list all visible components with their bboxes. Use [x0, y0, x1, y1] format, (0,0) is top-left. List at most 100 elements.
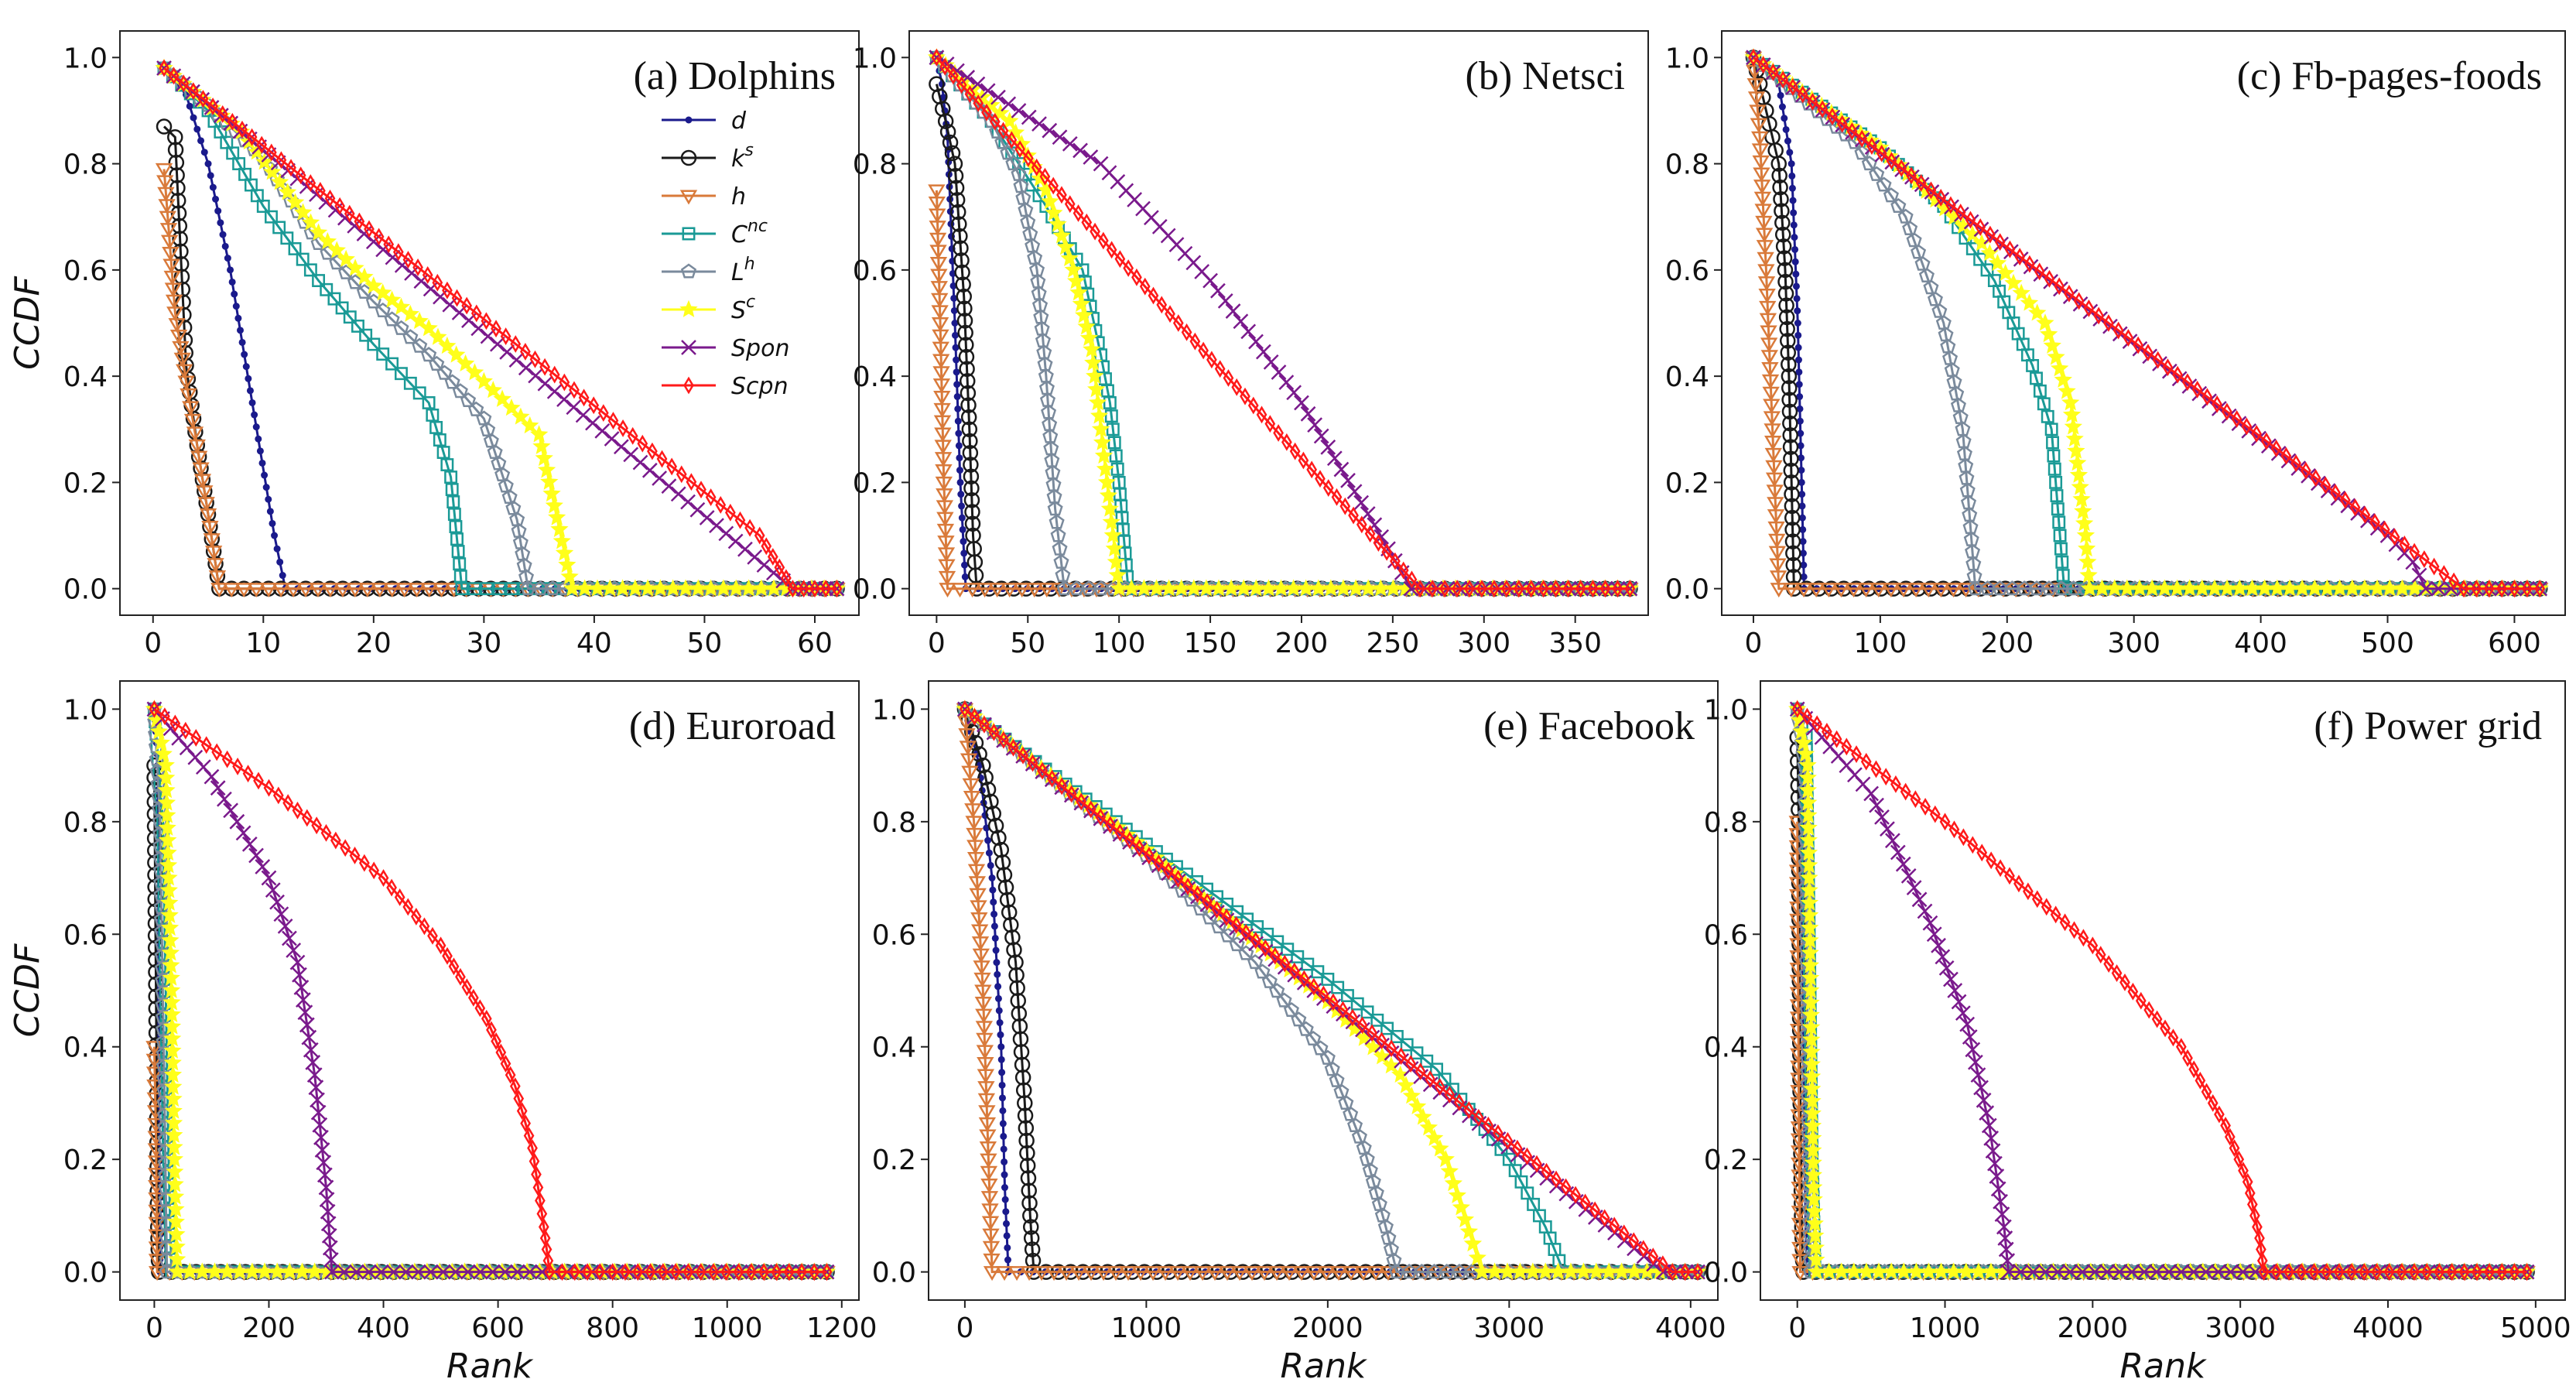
series-point-h [145, 1041, 163, 1056]
series-line-Lh [963, 708, 1698, 1274]
series-point-ks [953, 252, 970, 269]
series-point-Cnc [446, 495, 460, 509]
series-point-h [1762, 386, 1780, 402]
series-point-Sc [159, 868, 178, 886]
plot-area [155, 58, 847, 598]
series-point-Cnc [445, 483, 459, 497]
panel-4: 0 200 400 600 800 1000 12000.00.20.40.60.81.0C… [8, 680, 877, 1379]
series-point-Sc [164, 1077, 183, 1095]
series-point-Scpn [200, 736, 212, 755]
series-point-Scpn [1339, 497, 1351, 515]
series-point-d [1799, 525, 1807, 533]
series-point-Cnc [2046, 436, 2059, 450]
y-tick-label: 0.6 [1704, 919, 1748, 951]
series-point-Scpn [1006, 131, 1018, 149]
series-point-h [976, 1045, 994, 1060]
series-point-Scpn [1165, 305, 1175, 323]
series-point-Spon [1346, 484, 1363, 500]
series-point-Scpn [632, 1263, 644, 1281]
series-point-d [224, 255, 231, 262]
series-point-h [934, 427, 952, 443]
series-point-Spon [301, 1029, 317, 1045]
series-point-Scpn [2409, 542, 2420, 561]
series-point-Scpn [2258, 1263, 2270, 1281]
series-point-Cnc [2055, 555, 2069, 569]
series-point-d [1792, 282, 1800, 290]
series-point-h [1764, 423, 1781, 439]
series-point-Spon [195, 759, 211, 775]
series-point-Sc [447, 345, 466, 363]
series-point-d [996, 1019, 1004, 1027]
series-point-h [937, 536, 955, 551]
series-point-Cnc [335, 301, 349, 315]
series-point-h [975, 1008, 993, 1024]
series-point-Sc [1798, 755, 1817, 774]
series-point-d [961, 561, 969, 569]
series-point-Spon [566, 399, 582, 416]
series-point-h [159, 223, 178, 238]
series-point-Cnc [2026, 358, 2040, 372]
series-point-Spon [709, 518, 724, 534]
series-point-Sc [1463, 1234, 1483, 1252]
legend-marker [683, 376, 694, 395]
series-point-ks [1018, 1120, 1035, 1137]
series-point-Sc [166, 1162, 184, 1180]
series-point-Scpn [180, 721, 191, 740]
y-tick-label: 1.0 [872, 694, 916, 726]
series-point-Scpn [448, 957, 460, 976]
series-point-d [957, 491, 965, 498]
series-point-Lh [1902, 220, 1918, 236]
series-point-Sc [160, 905, 179, 923]
series-point-Cnc [480, 582, 494, 596]
series-point-Spon [146, 701, 162, 717]
series-point-h [965, 816, 983, 831]
series-point-Spon [297, 1004, 313, 1021]
series-point-Scpn [1841, 737, 1852, 756]
series-point-ks [174, 281, 191, 298]
series-point-Scpn [242, 765, 254, 783]
series-point-Spon [261, 870, 277, 886]
series-point-Scpn [1570, 1186, 1581, 1204]
series-point-h [169, 329, 188, 344]
x-tick-label: 50 [1010, 628, 1045, 659]
series-point-Scpn [1172, 870, 1184, 888]
series-point-Spon [756, 557, 772, 573]
series-point-Spon [508, 352, 525, 368]
series-point-Scpn [535, 1192, 546, 1210]
series-point-Spon [2087, 1264, 2103, 1280]
series-point-h [272, 583, 290, 598]
series-point-ks [997, 879, 1014, 895]
series-point-Spon [556, 392, 572, 407]
series-point-ks [172, 231, 188, 247]
series-point-d [984, 837, 992, 844]
series-point-Sc [465, 363, 484, 381]
series-point-Sc [271, 173, 289, 190]
series-point-Scpn [520, 342, 531, 361]
series-point-Spon [1959, 1016, 1976, 1032]
series-point-Sc [2004, 273, 2023, 291]
series-point-Scpn [2310, 469, 2321, 488]
series-point-Spon [385, 249, 401, 265]
series-point-Scpn [1464, 580, 1475, 598]
series-point-h [1747, 91, 1766, 107]
series-point-Scpn [190, 728, 202, 747]
series-point-Sc [1802, 1042, 1821, 1060]
series-point-h [1791, 1157, 1808, 1172]
series-point-Scpn [1356, 515, 1367, 534]
series-point-Sc [1069, 283, 1088, 301]
series-point-h [1790, 1109, 1808, 1124]
series-point-Scpn [715, 496, 727, 514]
series-point-ks [946, 156, 963, 172]
series-point-Sc [1072, 294, 1091, 312]
series-point-Scpn [1910, 790, 1921, 809]
series-point-Sc [167, 1250, 186, 1268]
series-point-Sc [161, 931, 180, 949]
series-point-h [175, 364, 193, 379]
series-point-ks [1774, 214, 1791, 231]
series-point-Scpn [340, 839, 351, 857]
series-Scpn [149, 700, 833, 1281]
series-point-Lh [1298, 1021, 1314, 1036]
y-axis-label: CCDF [8, 275, 47, 369]
panel-2: 0 50 100 150 200 250 300 3500.00.20.40.60.81.0(… [853, 30, 1649, 659]
